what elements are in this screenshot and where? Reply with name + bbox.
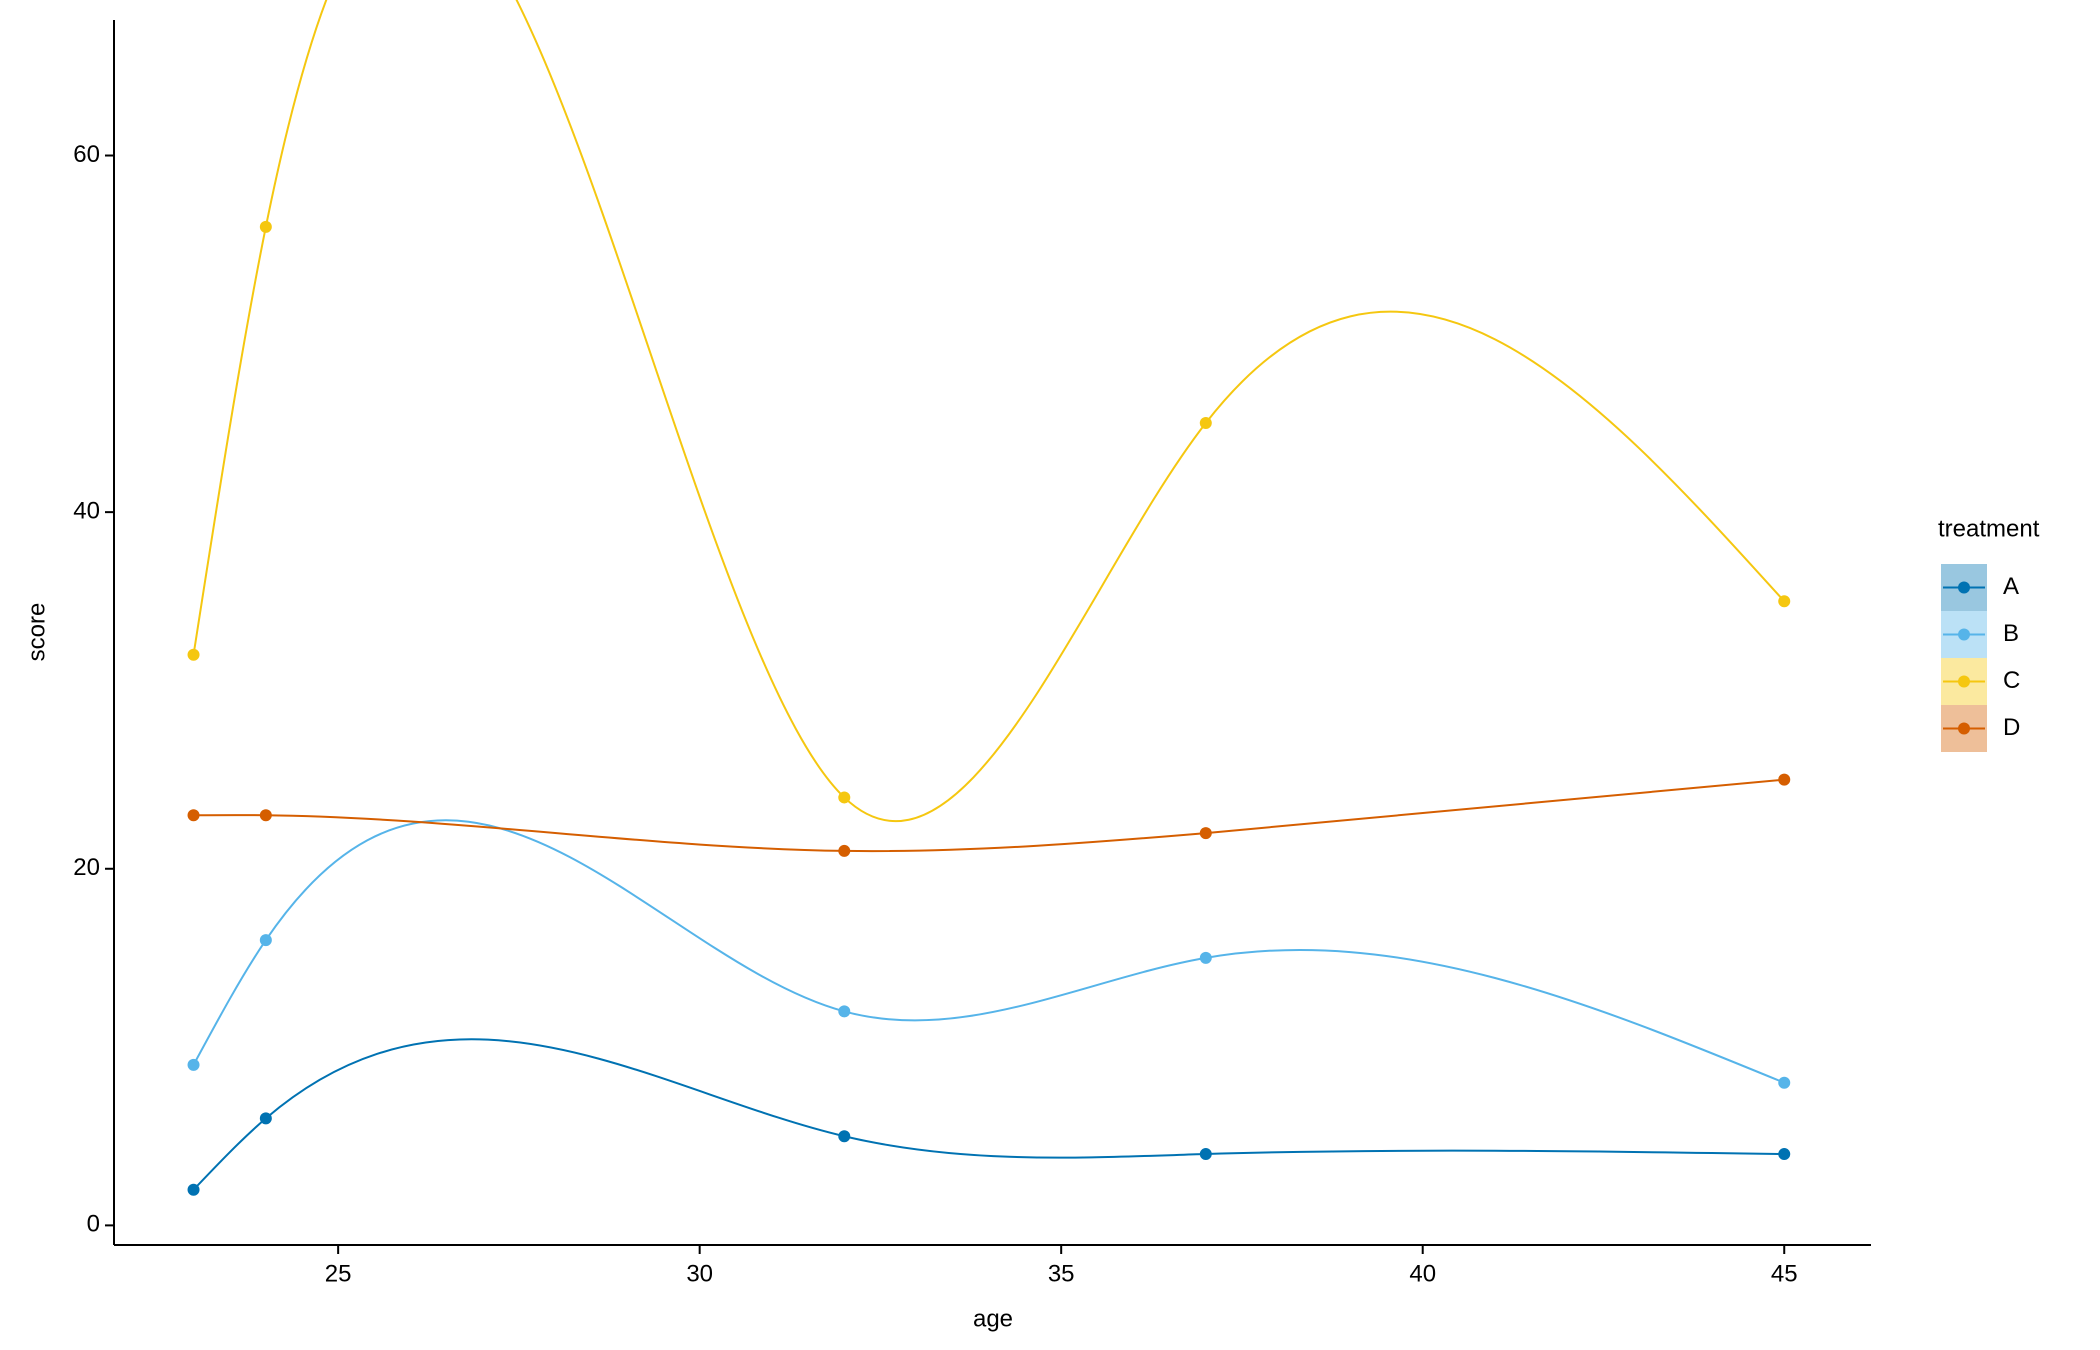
legend-dot [1958,581,1970,594]
y-tick-label: 0 [87,1211,100,1238]
data-point [259,1112,272,1125]
legend-label: A [2003,573,2019,600]
y-tick-label: 20 [73,854,100,881]
legend-title: treatment [1938,515,2040,542]
x-tick-label: 25 [325,1260,352,1287]
data-point [1199,827,1212,840]
legend-dot [1958,628,1970,641]
y-tick-label: 40 [73,497,100,524]
data-point [187,1183,200,1196]
y-tick-label: 60 [73,141,100,168]
data-point [187,1058,200,1071]
series-line [192,1038,1785,1191]
data-point [1778,1148,1791,1161]
legend-dot [1958,675,1970,688]
data-point [259,809,272,822]
data-point [259,220,272,233]
x-tick-label: 35 [1048,1260,1075,1287]
data-point [1199,1148,1212,1161]
data-point [259,934,272,947]
data-point [187,648,200,661]
legend-label: D [2003,714,2020,741]
data-point [1199,951,1212,964]
legend-label: B [2003,620,2019,647]
data-point [838,791,851,804]
data-point [838,1005,851,1018]
data-point [838,1130,851,1143]
x-tick-label: 30 [686,1260,713,1287]
data-point [187,809,200,822]
legend-dot [1958,722,1970,735]
data-point [1199,416,1212,429]
series-line [193,778,1785,853]
data-point [1778,595,1791,608]
data-point [1778,1076,1791,1089]
x-axis-label: age [973,1305,1013,1332]
x-tick-label: 40 [1409,1260,1436,1287]
y-axis-label: score [23,603,50,662]
data-point [1778,773,1791,786]
legend-label: C [2003,667,2020,694]
data-point [838,844,851,857]
x-tick-label: 45 [1771,1260,1798,1287]
